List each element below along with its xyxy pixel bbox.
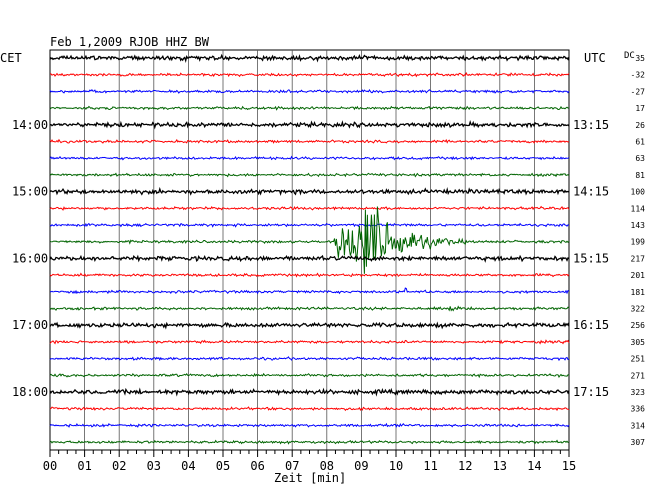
- chart-title: Feb 1,2009 RJOB HHZ BW: [50, 35, 210, 49]
- left-hour-label: 17:00: [12, 318, 48, 332]
- trace-row-23: [49, 439, 570, 445]
- x-tick-label: 13: [493, 459, 507, 473]
- trace-row-17: [49, 339, 570, 345]
- trace-row-9: [49, 205, 570, 211]
- dc-header-label: DC: [624, 51, 635, 61]
- trace-row-13: [49, 272, 570, 278]
- trace-row-7: [49, 172, 570, 178]
- x-axis-label: Zeit [min]: [274, 471, 346, 485]
- trace-row-10: [49, 222, 570, 228]
- trace-row-12: [49, 254, 570, 263]
- x-tick-label: 11: [423, 459, 437, 473]
- trace-row-15: [49, 305, 570, 312]
- dc-offset-label: 114: [631, 204, 646, 213]
- plot-frame: [49, 49, 570, 451]
- x-tick-label: 00: [43, 459, 57, 473]
- dc-offset-label: 322: [631, 305, 646, 314]
- left-timezone-label: CET: [0, 51, 22, 65]
- trace-row-19: [49, 372, 570, 379]
- dc-offset-label: 201: [631, 271, 646, 280]
- trace-row-8: [49, 186, 570, 196]
- trace-row-21: [49, 406, 570, 412]
- trace-row-18: [49, 356, 570, 362]
- dc-offset-label: 63: [635, 154, 645, 163]
- dc-offset-label: 314: [631, 421, 646, 430]
- trace-row-11: [49, 206, 570, 274]
- x-tick-label: 06: [250, 459, 264, 473]
- dc-offset-label: 336: [631, 405, 646, 414]
- x-tick-label: 15: [562, 459, 576, 473]
- x-tick-label: 09: [354, 459, 368, 473]
- trace-row-14: [49, 287, 570, 295]
- right-hour-label: 15:15: [573, 251, 609, 265]
- trace-row-20: [49, 387, 570, 397]
- dc-offset-label: -27: [631, 87, 646, 96]
- x-tick-label: 04: [181, 459, 195, 473]
- dc-offset-label: 199: [631, 238, 646, 247]
- dc-offset-label: 81: [635, 171, 645, 180]
- trace-row-22: [49, 422, 570, 429]
- dc-offset-label: 271: [631, 371, 646, 380]
- x-tick-label: 05: [216, 459, 230, 473]
- x-tick-label: 01: [77, 459, 91, 473]
- right-hour-label: 14:15: [573, 185, 609, 199]
- dc-offset-label: 35: [635, 54, 645, 63]
- dc-offset-label: 26: [635, 121, 645, 130]
- dc-offset-label: -32: [631, 71, 646, 80]
- trace-row-5: [49, 138, 570, 144]
- dc-offset-label: 17: [635, 104, 645, 113]
- right-timezone-label: UTC: [584, 51, 606, 65]
- trace-row-2: [49, 88, 570, 94]
- right-hour-label: 16:15: [573, 318, 609, 332]
- right-hour-label: 13:15: [573, 118, 609, 132]
- grid: [49, 49, 570, 451]
- dc-offset-label: 256: [631, 321, 646, 330]
- trace-row-4: [49, 120, 570, 130]
- trace-row-1: [50, 71, 570, 78]
- left-hour-label: 15:00: [12, 185, 48, 199]
- dc-offset-label: 307: [631, 438, 646, 447]
- x-tick-label: 07: [285, 459, 299, 473]
- x-tick-label: 10: [389, 459, 403, 473]
- left-hour-label: 18:00: [12, 385, 48, 399]
- dc-offset-label: 61: [635, 138, 645, 147]
- dc-offset-label: 100: [631, 188, 646, 197]
- x-axis: 00 01 02 03 04 05 06 07 08 09 10 11 12 13 14 15: [43, 449, 576, 473]
- dc-offset-label: 323: [631, 388, 646, 397]
- right-hour-label: 17:15: [573, 385, 609, 399]
- left-hour-label: 16:00: [12, 251, 48, 265]
- trace-row-16: [49, 321, 570, 330]
- x-tick-label: 12: [458, 459, 472, 473]
- trace-row-0: [49, 53, 570, 63]
- dc-offset-label: 143: [631, 221, 646, 230]
- trace-row-3: [49, 105, 570, 111]
- x-tick-label: 14: [527, 459, 541, 473]
- dc-offset-label: 181: [631, 288, 646, 297]
- x-tick-label: 02: [112, 459, 126, 473]
- left-hour-label: 14:00: [12, 118, 48, 132]
- dc-offset-label: 217: [631, 254, 646, 263]
- seismic-traces: [49, 53, 570, 445]
- x-tick-label: 08: [320, 459, 334, 473]
- dc-offset-label: 251: [631, 355, 646, 364]
- x-tick-label: 03: [147, 459, 161, 473]
- dc-offset-label: 305: [631, 338, 646, 347]
- row-labels: 14:00 15:00 16:00 17:00 18:00 13:15 14:15 15:15…: [12, 54, 645, 447]
- trace-row-6: [49, 155, 570, 161]
